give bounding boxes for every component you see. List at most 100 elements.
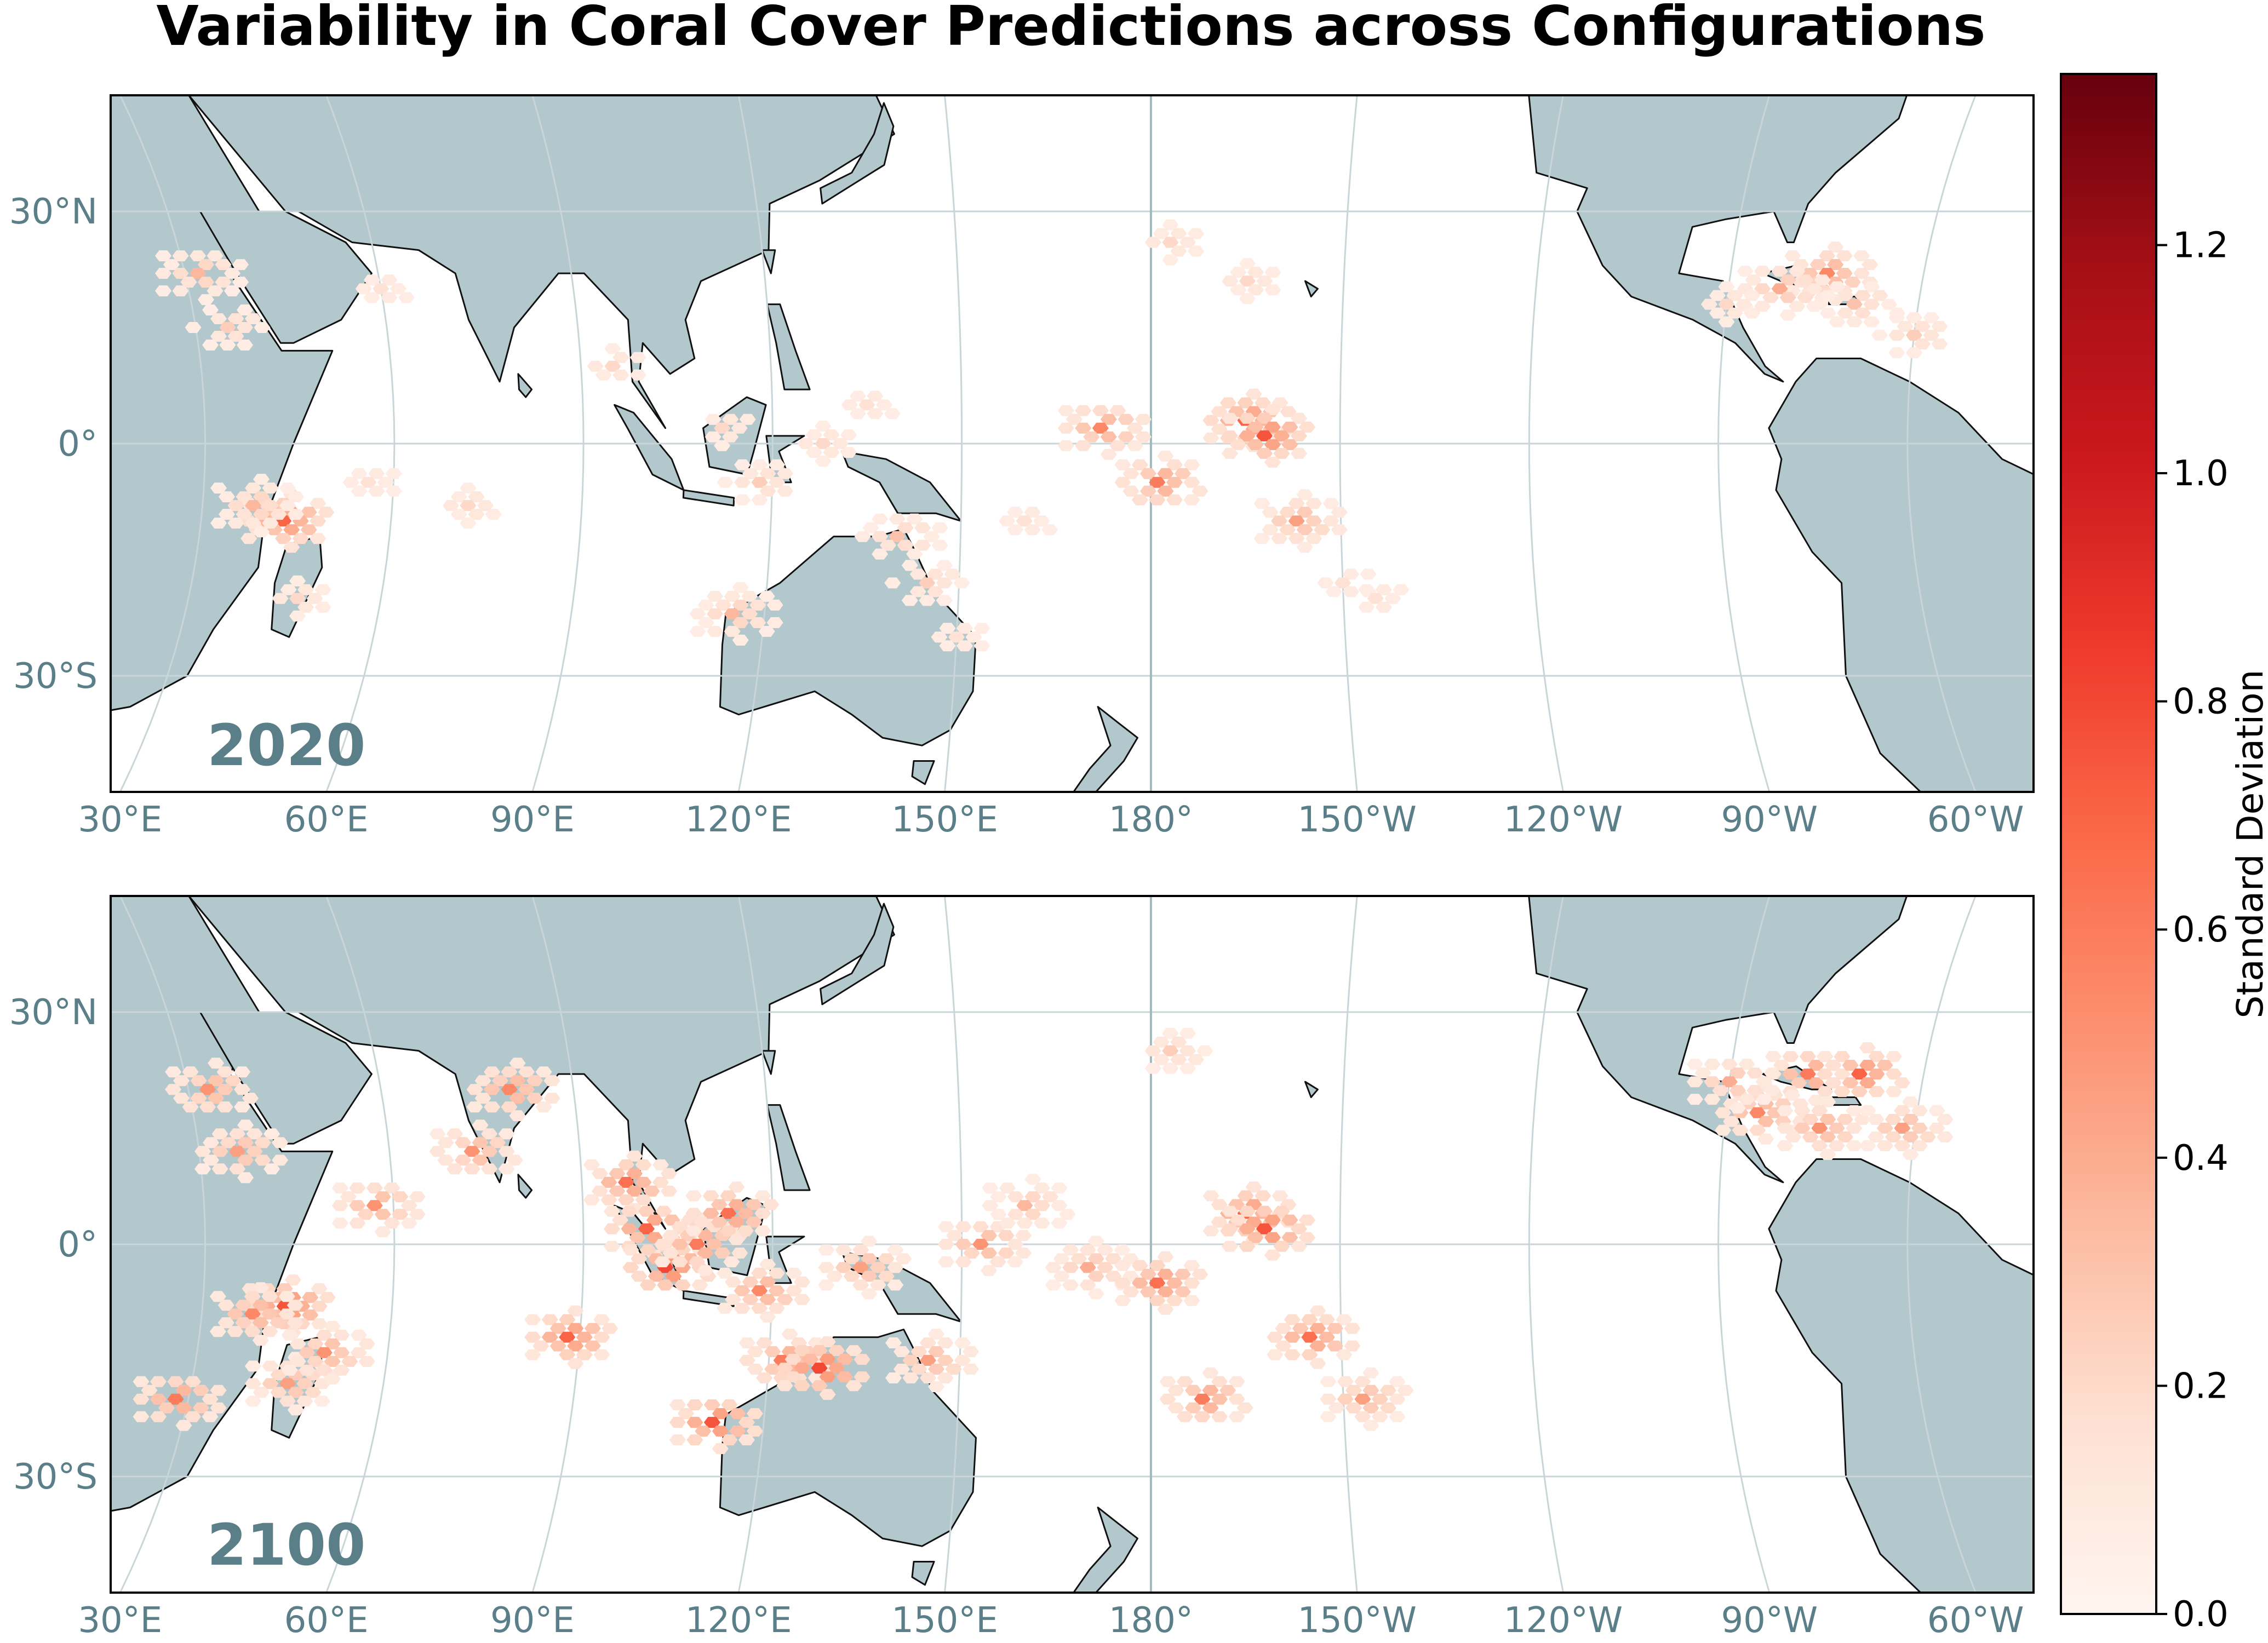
- sd-hex-cell: [485, 509, 502, 520]
- sd-hex-cell: [1320, 1393, 1337, 1405]
- sd-hex-cell: [689, 1239, 706, 1250]
- philippines-landmass: [766, 303, 811, 390]
- sd-hex-cell: [1007, 1256, 1024, 1267]
- sd-hex-cell: [437, 1154, 454, 1166]
- sd-hex-cell: [937, 1337, 954, 1348]
- sd-hex-cell: [1079, 1262, 1096, 1273]
- sd-hex-cell: [1779, 274, 1796, 286]
- sd-hex-cell: [742, 1294, 759, 1305]
- sd-hex-cell: [1817, 1086, 1834, 1098]
- sd-hex-cell: [1797, 292, 1814, 303]
- sd-hex-cell: [1344, 1323, 1361, 1334]
- sd-hex-cell: [629, 352, 646, 363]
- sd-hex-cell: [208, 1075, 225, 1087]
- sd-hex-cell: [1284, 1331, 1301, 1343]
- sd-hex-cell: [278, 1291, 295, 1302]
- sd-hex-cell: [1075, 422, 1092, 434]
- sd-hex-cell: [1202, 415, 1219, 426]
- sd-hex-cell: [318, 507, 335, 518]
- new-zealand-landmass: [1072, 1507, 1138, 1593]
- sd-hex-cell: [849, 390, 866, 402]
- sd-hex-cell: [1911, 1105, 1928, 1116]
- sd-hex-cell: [749, 617, 766, 628]
- sd-hex-cell: [481, 1128, 498, 1140]
- sd-hex-cell: [638, 1223, 655, 1234]
- sd-hex-cell: [1344, 1340, 1361, 1352]
- sd-hex-cell: [1222, 1205, 1238, 1217]
- sd-hex-cell: [1305, 498, 1322, 509]
- sd-hex-cell: [631, 1253, 648, 1265]
- sd-hex-cell: [225, 1075, 242, 1087]
- sd-hex-cell: [463, 1163, 480, 1175]
- sd-hex-cell: [498, 1146, 515, 1157]
- sd-hex-cell: [229, 1146, 246, 1157]
- sd-hex-cell: [1267, 1331, 1284, 1343]
- sd-hex-cell: [946, 1230, 963, 1241]
- sd-hex-cell: [392, 1209, 409, 1220]
- sd-hex-cell: [1194, 1393, 1211, 1405]
- sd-hex-cell: [1211, 1411, 1228, 1422]
- sd-hex-cell: [897, 522, 914, 533]
- sd-hex-cell: [207, 285, 224, 297]
- sd-hex-cell: [1149, 494, 1166, 505]
- sd-hex-cell: [1264, 267, 1281, 278]
- sd-hex-cell: [1228, 1411, 1245, 1422]
- sd-hex-cell: [1299, 1232, 1315, 1243]
- sd-hex-cell: [215, 277, 232, 288]
- sd-hex-cell: [279, 1378, 296, 1389]
- sd-hex-cell: [685, 1190, 702, 1202]
- sd-hex-cell: [923, 531, 940, 542]
- sd-hex-cell: [728, 1216, 745, 1228]
- sd-hex-cell: [1794, 1123, 1811, 1134]
- sd-hex-cell: [1819, 1149, 1836, 1160]
- sd-hex-cell: [626, 1185, 643, 1197]
- sd-hex-cell: [524, 1349, 541, 1360]
- sd-hex-cell: [1236, 1402, 1253, 1414]
- colorbar-label: Standard Deviation: [2229, 670, 2268, 1019]
- sd-hex-cell: [1836, 1114, 1853, 1125]
- sd-hex-cell: [1328, 1402, 1345, 1414]
- sd-hex-cell: [1375, 601, 1392, 613]
- sd-hex-cell: [297, 584, 314, 595]
- sd-hex-cell: [1937, 1114, 1954, 1125]
- sd-hex-cell: [685, 1208, 702, 1219]
- sd-hex-cell: [1202, 1385, 1219, 1396]
- sd-hex-cell: [1196, 1045, 1213, 1056]
- sd-hex-cell: [823, 447, 840, 458]
- sd-hex-cell: [1326, 1323, 1343, 1334]
- sd-hex-cell: [484, 1101, 501, 1113]
- sd-hex-cell: [768, 1267, 785, 1279]
- sd-hex-cell: [861, 1253, 878, 1265]
- sd-hex-cell: [1272, 1190, 1288, 1202]
- sd-hex-cell: [1314, 524, 1331, 536]
- sd-hex-cell: [694, 1216, 711, 1228]
- sd-hex-cell: [559, 1314, 576, 1325]
- sd-hex-cell: [383, 1182, 400, 1194]
- sd-hex-cell: [244, 1378, 261, 1389]
- sd-hex-cell: [1829, 316, 1846, 328]
- sd-hex-cell: [559, 1331, 576, 1343]
- java-landmass: [682, 489, 735, 507]
- sd-hex-cell: [739, 413, 756, 425]
- sd-hex-cell: [1053, 1271, 1070, 1282]
- sd-hex-cell: [593, 1314, 610, 1325]
- sd-hex-cell: [815, 421, 832, 432]
- sd-hex-cell: [909, 586, 926, 598]
- sd-hex-cell: [1192, 485, 1209, 497]
- sd-hex-cell: [927, 568, 944, 580]
- sd-hex-cell: [167, 1376, 184, 1387]
- sd-hex-cell: [1876, 1140, 1893, 1151]
- sd-hex-cell: [1024, 1209, 1041, 1220]
- sd-hex-cell: [938, 1256, 955, 1267]
- longitude-label: 150°E: [891, 1600, 998, 1641]
- sd-hex-cell: [928, 1329, 944, 1340]
- sd-hex-cell: [1779, 309, 1796, 321]
- sd-hex-cell: [466, 1084, 483, 1095]
- sd-hex-cell: [350, 1347, 367, 1358]
- philippines-landmass: [766, 1104, 811, 1191]
- sd-hex-cell: [1149, 1260, 1166, 1271]
- sd-hex-cell: [1360, 568, 1377, 580]
- sd-hex-cell: [316, 1347, 333, 1358]
- sd-hex-cell: [794, 1294, 811, 1305]
- sd-hex-cell: [358, 1355, 375, 1367]
